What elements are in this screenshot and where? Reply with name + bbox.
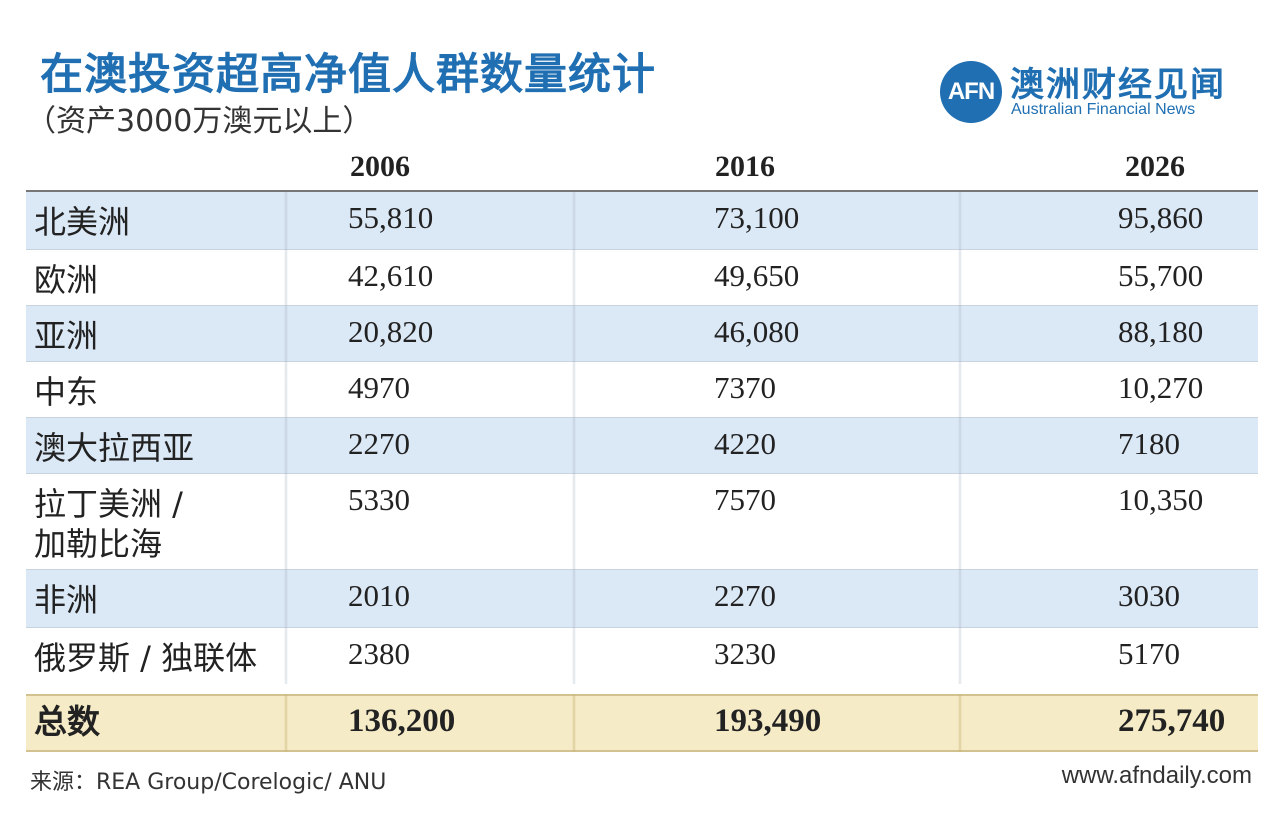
table-row: 欧洲 42,610 49,650 55,700: [26, 250, 1258, 306]
total-column-divider: [572, 694, 576, 752]
cell-value: 7180: [1118, 426, 1180, 461]
cell-value: 3030: [1118, 578, 1180, 613]
total-value: 136,200: [348, 703, 456, 739]
afn-logo-name-en: Australian Financial News: [1011, 101, 1196, 118]
cell-value: 5330: [348, 482, 410, 517]
cell-value: 3230: [714, 636, 776, 671]
cell-value: 4970: [348, 370, 410, 405]
chart-subtitle: （资产3000万澳元以上）: [26, 104, 373, 139]
total-value: 193,490: [714, 703, 822, 739]
column-divider: [284, 192, 288, 684]
cell-value: 2010: [348, 578, 410, 613]
row-label: 非洲: [34, 581, 99, 619]
cell-value: 55,700: [1118, 258, 1204, 293]
cell-value: 73,100: [714, 200, 800, 235]
total-label: 总数: [34, 702, 100, 741]
row-label: 北美洲: [34, 203, 131, 241]
cell-value: 2270: [714, 578, 776, 613]
row-divider: [26, 627, 1258, 628]
column-divider: [958, 192, 962, 684]
row-divider: [26, 361, 1258, 362]
total-row: 总数 136,200 193,490 275,740: [26, 694, 1258, 752]
cell-value: 95,860: [1118, 200, 1204, 235]
cell-value: 42,610: [348, 258, 434, 293]
cell-value: 2380: [348, 636, 410, 671]
source-note: 来源：REA Group/Corelogic/ ANU: [30, 770, 387, 795]
afn-logo-name-cn: 澳洲财经见闻: [1010, 65, 1226, 105]
table-row: 北美洲 55,810 73,100 95,860: [26, 192, 1258, 250]
cell-value: 10,350: [1118, 482, 1204, 517]
cell-value: 4220: [714, 426, 776, 461]
table-row: 拉丁美洲 / 加勒比海 5330 7570 10,350: [26, 474, 1258, 570]
table-row: 中东 4970 7370 10,270: [26, 362, 1258, 418]
data-table: 北美洲 55,810 73,100 95,860 欧洲 42,610 49,65…: [26, 192, 1258, 684]
cell-value: 5170: [1118, 636, 1180, 671]
row-label: 中东: [34, 373, 99, 411]
website-url: www.afndaily.com: [1061, 762, 1252, 789]
cell-value: 7570: [714, 482, 776, 517]
total-column-divider: [958, 694, 962, 752]
column-divider: [572, 192, 576, 684]
cell-value: 55,810: [348, 200, 434, 235]
row-label: 亚洲: [34, 317, 99, 355]
cell-value: 49,650: [714, 258, 800, 293]
row-label-line: 加勒比海: [34, 525, 163, 563]
total-column-divider: [284, 694, 288, 752]
afn-logo: AFN 澳洲财经见闻 Australian Financial News: [940, 57, 1245, 127]
cell-value: 88,180: [1118, 314, 1204, 349]
table-row: 非洲 2010 2270 3030: [26, 570, 1258, 628]
row-divider: [26, 249, 1258, 250]
cell-value: 46,080: [714, 314, 800, 349]
row-label: 拉丁美洲 / 加勒比海: [34, 484, 183, 564]
row-divider: [26, 569, 1258, 570]
cell-value: 10,270: [1118, 370, 1204, 405]
table-row: 俄罗斯 / 独联体 2380 3230 5170: [26, 628, 1258, 684]
row-label: 俄罗斯 / 独联体: [34, 639, 258, 677]
table-row: 亚洲 20,820 46,080 88,180: [26, 306, 1258, 362]
table-row: 澳大拉西亚 2270 4220 7180: [26, 418, 1258, 474]
row-label: 澳大拉西亚: [34, 429, 195, 467]
row-label: 欧洲: [34, 261, 99, 299]
row-label-line: 拉丁美洲 /: [34, 485, 183, 523]
column-header-2006: 2006: [350, 150, 410, 183]
cell-value: 2270: [348, 426, 410, 461]
cell-value: 20,820: [348, 314, 434, 349]
total-value: 275,740: [1118, 703, 1226, 739]
chart-title: 在澳投资超高净值人群数量统计: [40, 50, 656, 100]
row-divider: [26, 473, 1258, 474]
row-divider: [26, 417, 1258, 418]
row-divider: [26, 305, 1258, 306]
table-top-rule: [26, 190, 1258, 192]
afn-logo-mark: AFN: [940, 61, 1002, 123]
cell-value: 7370: [714, 370, 776, 405]
column-header-2026: 2026: [1125, 150, 1185, 183]
column-header-2016: 2016: [715, 150, 775, 183]
